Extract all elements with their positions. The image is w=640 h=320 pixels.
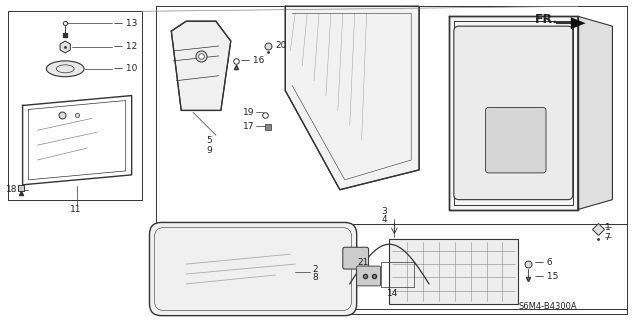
Text: — 13: — 13	[114, 19, 137, 28]
Text: — 16: — 16	[241, 56, 264, 65]
Text: 19: 19	[243, 108, 254, 117]
Text: — 6: — 6	[535, 258, 553, 267]
FancyBboxPatch shape	[150, 222, 356, 316]
Text: 3: 3	[381, 207, 387, 216]
FancyBboxPatch shape	[486, 108, 546, 173]
Text: 1: 1	[605, 223, 611, 232]
Text: 8: 8	[312, 274, 318, 283]
Text: S6M4-B4300A: S6M4-B4300A	[518, 302, 577, 311]
Text: 5: 5	[206, 136, 212, 145]
Text: — 12: — 12	[114, 43, 137, 52]
Text: 21: 21	[358, 258, 369, 267]
Polygon shape	[389, 239, 518, 304]
Polygon shape	[449, 16, 578, 210]
Text: 2: 2	[312, 265, 317, 274]
Text: 7: 7	[605, 233, 611, 242]
Text: 17: 17	[243, 122, 254, 131]
Text: 11: 11	[70, 205, 82, 214]
Text: 9: 9	[206, 146, 212, 155]
Text: 18: 18	[6, 185, 17, 194]
Polygon shape	[172, 21, 231, 110]
Text: — 15: — 15	[535, 272, 559, 282]
Text: 14: 14	[387, 289, 399, 298]
Polygon shape	[578, 16, 612, 210]
Text: 4: 4	[381, 215, 387, 224]
Text: — 10: — 10	[114, 64, 137, 73]
Polygon shape	[285, 6, 419, 190]
FancyBboxPatch shape	[356, 266, 380, 286]
FancyBboxPatch shape	[343, 247, 369, 269]
Text: 20: 20	[275, 42, 287, 51]
FancyBboxPatch shape	[454, 26, 573, 200]
Ellipse shape	[46, 61, 84, 77]
Text: FR.: FR.	[535, 13, 558, 26]
Polygon shape	[571, 17, 586, 29]
